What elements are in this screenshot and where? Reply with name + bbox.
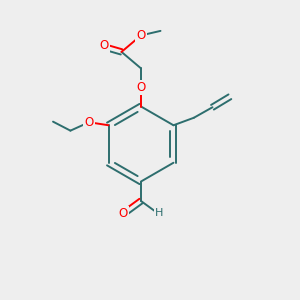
Text: O: O [136,81,146,94]
Text: O: O [136,29,146,42]
Text: O: O [84,116,94,129]
Text: H: H [155,208,163,218]
Text: O: O [100,39,109,52]
Text: O: O [118,207,127,220]
